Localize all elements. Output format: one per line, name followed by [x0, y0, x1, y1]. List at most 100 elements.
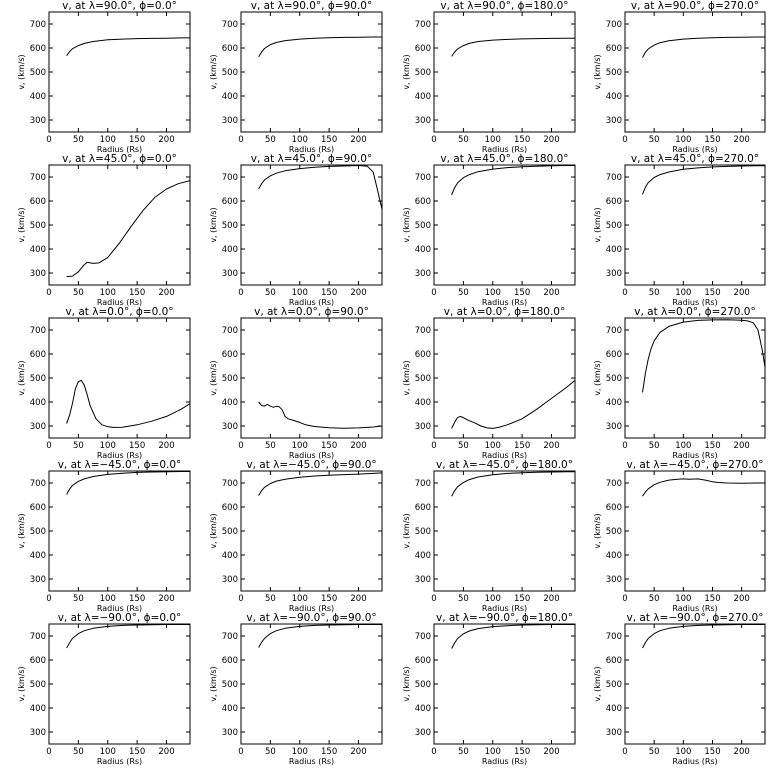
x-tick-label: 100	[100, 747, 116, 757]
y-tick-label: 300	[606, 422, 622, 432]
x-axis-label: Radius (Rs)	[482, 451, 527, 460]
x-tick-label: 100	[675, 135, 691, 145]
y-tick-label: 500	[30, 68, 46, 78]
x-tick-label: 0	[431, 288, 436, 298]
y-tick-label: 500	[415, 527, 431, 537]
series-line	[451, 37, 575, 57]
y-tick-label: 600	[30, 503, 46, 513]
x-tick-label: 50	[458, 594, 469, 604]
subplot-10: v, at λ=0.0°, ϕ=90.0° 0 50 100 150 200 300 400 5…	[209, 306, 383, 460]
y-tick-label: 700	[606, 173, 622, 183]
subplot-title: v, at λ=90.0°, ϕ=0.0°	[62, 0, 177, 12]
x-tick-label: 200	[350, 747, 366, 757]
y-tick-label: 400	[30, 245, 46, 255]
subplot-9: v, at λ=0.0°, ϕ=0.0° 0 50 100 150 200 300 400 50…	[17, 306, 191, 460]
y-tick-label: 400	[606, 92, 622, 102]
x-tick-label: 200	[158, 594, 174, 604]
y-axis-label: v, (km/s)	[402, 54, 411, 89]
y-tick-label: 700	[30, 479, 46, 489]
y-tick-label: 300	[415, 728, 431, 738]
x-tick-label: 150	[704, 288, 720, 298]
y-axis-label: v, (km/s)	[209, 513, 218, 548]
y-tick-label: 600	[606, 44, 622, 54]
x-tick-label: 50	[73, 441, 84, 451]
x-axis-label: Radius (Rs)	[97, 145, 142, 154]
subplot-3: v, at λ=90.0°, ϕ=180.0° 0 50 100 150 200 300 40…	[402, 0, 576, 154]
y-tick-label: 600	[415, 44, 431, 54]
plot-frame	[240, 317, 383, 439]
y-tick-label: 300	[415, 116, 431, 126]
subplot-title: v, at λ=0.0°, ϕ=180.0°	[444, 306, 565, 318]
x-tick-label: 200	[734, 135, 750, 145]
x-axis-label: Radius (Rs)	[97, 757, 142, 766]
x-tick-label: 150	[129, 135, 145, 145]
x-axis-label: Radius (Rs)	[672, 451, 717, 460]
y-axis-label: v, (km/s)	[209, 666, 218, 701]
y-tick-label: 700	[415, 173, 431, 183]
x-axis-label: Radius (Rs)	[482, 757, 527, 766]
y-tick-label: 400	[415, 704, 431, 714]
x-tick-label: 50	[458, 135, 469, 145]
y-tick-label: 300	[606, 575, 622, 585]
y-tick-label: 700	[415, 632, 431, 642]
x-tick-label: 100	[485, 441, 501, 451]
x-tick-label: 100	[485, 747, 501, 757]
x-tick-label: 50	[649, 135, 660, 145]
y-tick-label: 500	[606, 374, 622, 384]
x-tick-label: 0	[622, 288, 627, 298]
x-axis-label: Radius (Rs)	[672, 145, 717, 154]
y-tick-label: 700	[222, 632, 238, 642]
x-tick-label: 0	[238, 288, 243, 298]
y-tick-label: 400	[222, 551, 238, 561]
x-tick-label: 50	[73, 594, 84, 604]
series-line	[451, 471, 575, 497]
y-tick-label: 500	[606, 680, 622, 690]
x-tick-label: 0	[431, 441, 436, 451]
y-tick-label: 500	[606, 221, 622, 231]
x-axis-label: Radius (Rs)	[482, 145, 527, 154]
y-axis-label: v, (km/s)	[17, 360, 26, 395]
x-tick-label: 200	[543, 441, 559, 451]
y-tick-label: 500	[222, 221, 238, 231]
x-tick-label: 100	[485, 135, 501, 145]
x-tick-label: 50	[265, 441, 276, 451]
x-tick-label: 150	[321, 288, 337, 298]
series-line	[451, 165, 575, 196]
y-axis-label: v, (km/s)	[209, 54, 218, 89]
y-axis-label: v, (km/s)	[593, 360, 602, 395]
x-tick-label: 0	[238, 135, 243, 145]
x-tick-label: 150	[321, 594, 337, 604]
y-axis-label: v, (km/s)	[209, 207, 218, 242]
y-tick-label: 600	[606, 503, 622, 513]
y-tick-label: 700	[30, 20, 46, 30]
x-tick-label: 150	[514, 135, 530, 145]
y-tick-label: 500	[222, 680, 238, 690]
y-tick-label: 300	[30, 269, 46, 279]
x-tick-label: 150	[514, 594, 530, 604]
x-tick-label: 0	[46, 747, 51, 757]
series-line	[66, 379, 191, 428]
y-tick-label: 600	[30, 656, 46, 666]
y-tick-label: 400	[606, 704, 622, 714]
x-tick-label: 100	[292, 441, 308, 451]
y-tick-label: 700	[606, 20, 622, 30]
y-axis-label: v, (km/s)	[17, 207, 26, 242]
y-tick-label: 500	[222, 68, 238, 78]
y-tick-label: 400	[606, 245, 622, 255]
y-tick-label: 300	[30, 575, 46, 585]
x-tick-label: 200	[543, 288, 559, 298]
x-tick-label: 100	[485, 594, 501, 604]
plot-frame	[48, 11, 191, 133]
y-tick-label: 700	[606, 632, 622, 642]
x-tick-label: 200	[734, 594, 750, 604]
subplot-title: v, at λ=90.0°, ϕ=90.0°	[251, 0, 372, 12]
y-tick-label: 700	[222, 173, 238, 183]
y-tick-label: 700	[30, 632, 46, 642]
x-tick-label: 200	[350, 441, 366, 451]
x-tick-label: 100	[292, 135, 308, 145]
y-axis-label: v, (km/s)	[17, 513, 26, 548]
y-tick-label: 600	[415, 350, 431, 360]
y-tick-label: 500	[606, 527, 622, 537]
y-tick-label: 400	[415, 245, 431, 255]
x-tick-label: 50	[73, 747, 84, 757]
